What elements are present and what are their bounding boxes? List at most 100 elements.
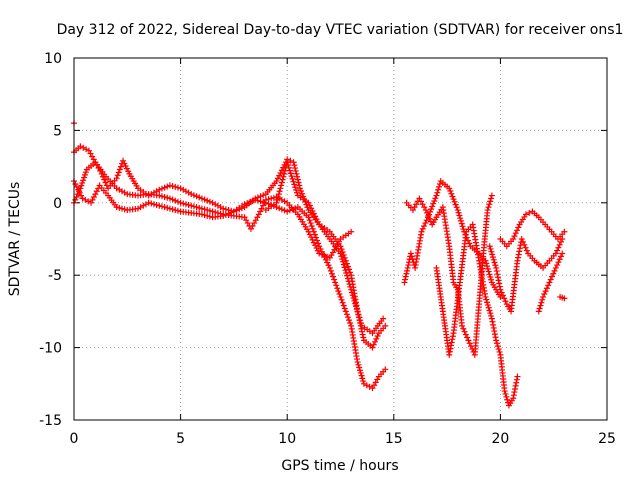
data-point — [422, 207, 429, 214]
data-point — [510, 392, 517, 399]
data-point — [457, 215, 464, 222]
data-point — [449, 333, 456, 340]
data-point — [276, 188, 283, 195]
data-point — [496, 283, 503, 290]
data-point — [257, 193, 264, 200]
data-point — [278, 182, 285, 189]
data-point — [518, 236, 525, 242]
data-point — [335, 288, 342, 295]
data-point — [257, 198, 264, 205]
data-point — [312, 234, 319, 241]
data-point — [305, 214, 312, 221]
data-point — [120, 157, 127, 164]
x-tick-label: 5 — [176, 431, 185, 447]
data-point — [464, 334, 471, 341]
data-point — [353, 303, 360, 310]
data-point — [287, 157, 294, 164]
data-point — [514, 373, 521, 380]
data-point — [552, 264, 559, 271]
data-point — [434, 189, 441, 196]
data-point — [274, 175, 281, 182]
data-point — [429, 203, 436, 210]
data-point — [260, 199, 267, 206]
data-point — [360, 334, 367, 341]
data-point — [193, 204, 200, 211]
data-point — [354, 308, 361, 315]
data-point — [353, 306, 360, 313]
data-point — [538, 299, 545, 306]
data-point — [249, 197, 256, 204]
data-point — [310, 239, 317, 246]
data-point — [225, 210, 232, 217]
data-point — [495, 277, 502, 284]
data-point — [188, 202, 195, 209]
data-point — [374, 333, 381, 340]
data-point — [403, 270, 410, 277]
data-point — [278, 179, 285, 186]
data-point — [292, 165, 299, 172]
data-point — [337, 250, 344, 257]
data-point — [161, 204, 168, 211]
data-point — [503, 393, 510, 400]
x-tick-label: 0 — [70, 431, 79, 447]
data-point — [355, 311, 362, 318]
data-point — [174, 207, 181, 214]
data-point — [312, 213, 319, 220]
data-point — [522, 211, 529, 218]
data-point — [341, 254, 348, 261]
data-point — [321, 254, 328, 261]
data-point — [161, 184, 168, 191]
data-point — [513, 376, 520, 383]
data-point — [493, 340, 500, 347]
data-point — [462, 331, 469, 338]
data-point — [284, 208, 291, 215]
data-point — [204, 207, 211, 214]
data-point — [497, 286, 504, 293]
data-point — [174, 184, 181, 191]
data-point — [422, 220, 429, 227]
data-point — [540, 293, 547, 300]
data-point — [281, 207, 288, 214]
data-point — [275, 194, 282, 201]
data-point — [358, 320, 364, 327]
data-point — [92, 191, 99, 198]
data-point — [554, 247, 561, 254]
data-point — [493, 268, 500, 275]
data-point — [493, 264, 500, 271]
data-point — [514, 257, 521, 264]
data-point — [73, 194, 80, 201]
data-point — [334, 285, 341, 292]
data-point — [156, 202, 163, 209]
data-point — [275, 191, 282, 198]
data-point — [347, 269, 354, 276]
data-point — [280, 173, 287, 180]
data-point — [489, 318, 496, 325]
data-point — [327, 267, 334, 274]
data-point — [325, 262, 332, 269]
data-point — [125, 168, 132, 175]
data-point — [198, 195, 205, 202]
x-tick-label: 20 — [491, 431, 509, 447]
data-point — [206, 207, 213, 214]
data-point — [158, 203, 165, 210]
data-point — [511, 389, 518, 396]
data-point — [426, 215, 433, 222]
data-point — [446, 348, 453, 355]
data-point — [340, 302, 347, 309]
data-point — [169, 183, 176, 190]
data-point — [289, 206, 296, 213]
data-point — [274, 196, 281, 203]
data-point — [306, 202, 313, 209]
data-point — [345, 278, 352, 285]
data-point — [148, 200, 155, 207]
data-point — [121, 206, 128, 213]
data-point — [488, 276, 495, 283]
data-point — [490, 324, 497, 331]
data-point — [485, 268, 492, 275]
data-point — [455, 209, 462, 216]
data-point — [543, 285, 550, 292]
data-point — [291, 181, 298, 188]
data-point — [306, 231, 313, 238]
data-point — [99, 173, 106, 180]
data-point — [166, 195, 173, 202]
